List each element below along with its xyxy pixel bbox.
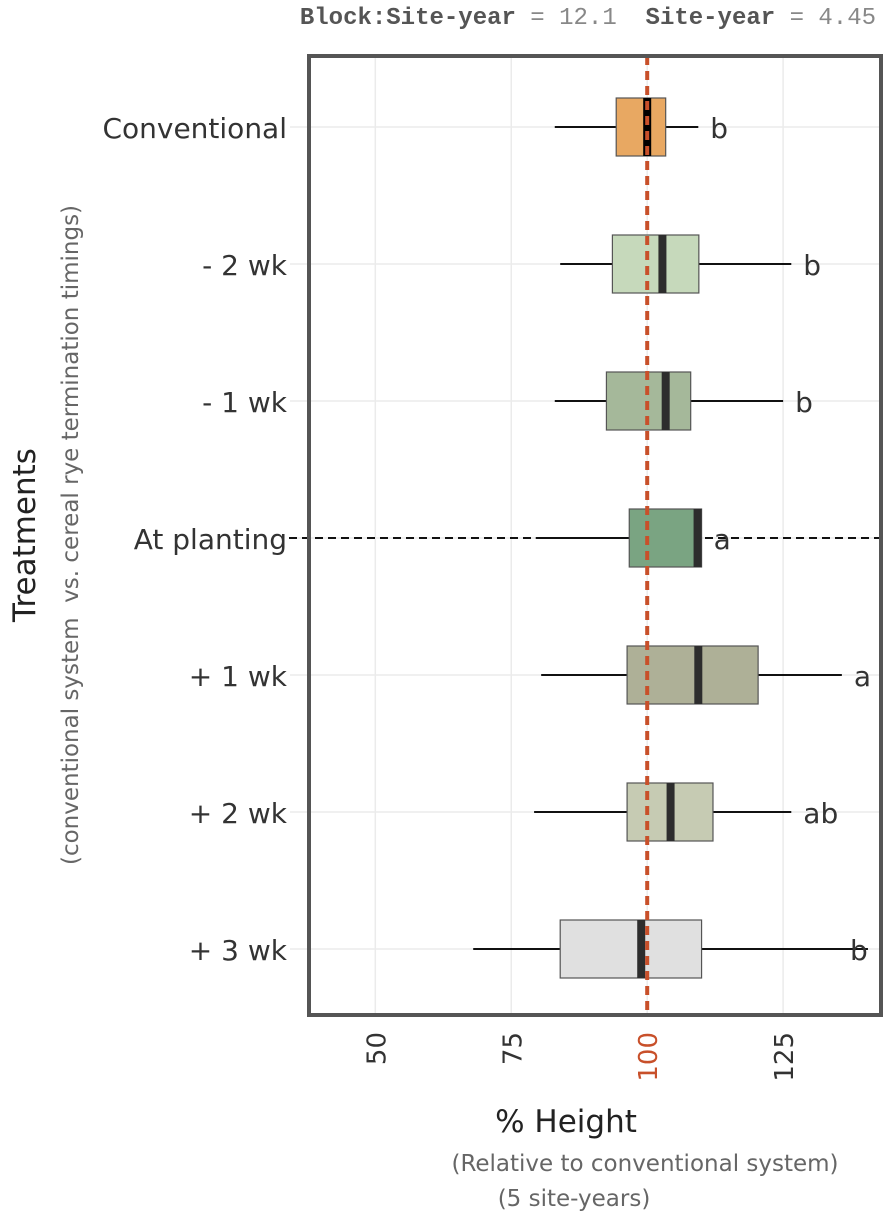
significance-letter: a xyxy=(714,523,731,556)
iqr-box xyxy=(628,508,703,568)
category-label: + 3 wk xyxy=(189,934,288,967)
header-label-2: Site-year xyxy=(646,5,776,32)
significance-letter: ab xyxy=(803,797,838,830)
significance-letter: a xyxy=(854,660,871,693)
x-axis-subtitle-1: (Relative to conventional system) xyxy=(451,1151,838,1177)
category-label: - 2 wk xyxy=(202,249,288,282)
x-axis-subtitle-2: (5 site-years) xyxy=(498,1186,651,1212)
category-rows: Conventional b - 2 wk b - 1 wk b At planting a +… xyxy=(102,97,881,979)
median-bar xyxy=(637,920,646,978)
header-sep-1: = xyxy=(516,5,559,32)
plot-frame xyxy=(307,54,883,1017)
variance-header: Block:Site-year = 12.1 Site-year = 4.45 xyxy=(300,5,876,32)
iqr-box xyxy=(611,234,700,294)
iqr-box xyxy=(559,919,703,979)
box-row: + 3 wk b xyxy=(189,919,868,979)
significance-letter: b xyxy=(803,249,821,282)
header-sep-2: = xyxy=(775,5,818,32)
median-bar xyxy=(693,509,702,567)
median-bar xyxy=(694,646,703,704)
header-gap xyxy=(617,5,646,32)
category-label: - 1 wk xyxy=(202,386,288,419)
iqr-box xyxy=(615,97,667,157)
category-label: + 1 wk xyxy=(189,660,288,693)
box-row: - 2 wk b xyxy=(202,234,821,294)
significance-letter: b xyxy=(710,112,728,145)
category-label: + 2 wk xyxy=(189,797,288,830)
y-axis-title: Treatments xyxy=(7,448,43,623)
x-tick-labels: 50 75 100 125 xyxy=(362,1032,800,1082)
median-bar xyxy=(666,783,675,841)
category-label: At planting xyxy=(134,523,287,556)
y-axis-subtitle: (conventional system vs. cereal rye term… xyxy=(58,205,84,865)
median-bar xyxy=(658,235,667,293)
category-label: Conventional xyxy=(102,112,287,145)
x-tick-label: 50 xyxy=(362,1032,392,1065)
box-row: Conventional b xyxy=(102,97,728,157)
significance-letter: b xyxy=(850,934,868,967)
x-tick-label: 100 xyxy=(634,1032,664,1082)
header-value-2: 4.45 xyxy=(818,5,876,32)
header-value-1: 12.1 xyxy=(559,5,617,32)
x-axis-title: % Height xyxy=(495,1104,637,1140)
header-label-1: Block:Site-year xyxy=(300,5,516,32)
box-row: At planting a xyxy=(134,508,881,568)
box-row: + 2 wk ab xyxy=(189,782,838,842)
x-tick-label: 75 xyxy=(498,1032,528,1065)
significance-letter: b xyxy=(795,386,813,419)
grid xyxy=(290,56,881,1015)
median-bar xyxy=(643,98,652,156)
median-bar xyxy=(661,372,670,430)
x-tick-label: 125 xyxy=(770,1032,800,1082)
